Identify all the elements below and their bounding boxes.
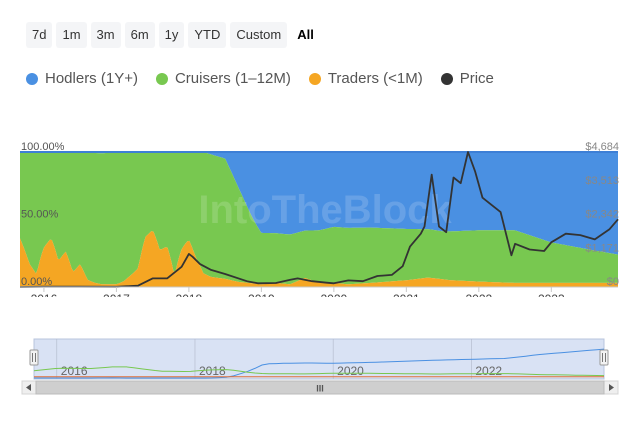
navigator-line-hodlers <box>34 348 605 379</box>
legend-label-hodlers: Hodlers (1Y+) <box>45 70 138 87</box>
navigator-left-handle[interactable] <box>29 349 39 366</box>
y-right-tick-label: $0 <box>607 276 619 288</box>
navigator-line-cruisers <box>33 366 605 377</box>
navigator-year-label: 2020 <box>337 364 364 378</box>
legend-dot-price <box>440 72 453 85</box>
area-hodlers <box>20 152 618 255</box>
navigator-right-handle-body <box>599 349 609 366</box>
y-right-tick-label: $3,513 <box>585 175 619 187</box>
y-left-tick-label: 50.00% <box>21 209 59 221</box>
y-right-tick-label: $1,171 <box>585 242 619 254</box>
x-tick-label: 2021 <box>393 292 420 297</box>
scroll-right-arrow-icon[interactable] <box>609 384 614 391</box>
main-chart: IntoTheBlock 100.00% 50.00% 0.00% $4,684 $3,5… <box>19 141 619 297</box>
x-tick-label: 2022 <box>465 292 492 297</box>
range-all-button[interactable]: All <box>297 27 314 42</box>
x-tick-label: 2016 <box>31 292 58 297</box>
range-navigator[interactable]: 2016 2018 2020 2022 III <box>0 335 640 397</box>
legend-item-cruisers[interactable]: Cruisers (1–12M) <box>155 70 291 87</box>
chart-legend: Hodlers (1Y+) Cruisers (1–12M) Traders (… <box>26 70 494 87</box>
area-traders <box>20 231 618 287</box>
x-tick-label: 2023 <box>538 292 565 297</box>
legend-dot-cruisers <box>155 72 168 85</box>
scrollbar-thumb[interactable] <box>35 380 605 395</box>
navigator-year-label: 2018 <box>199 364 226 378</box>
y-right-tick-label: $2,342 <box>585 209 619 221</box>
navigator-year-label: 2016 <box>61 364 88 378</box>
watermark-text: IntoTheBlock <box>198 188 452 232</box>
range-1y-button[interactable]: 1y <box>158 22 185 48</box>
scroll-left-arrow-icon[interactable] <box>26 384 31 391</box>
x-tick-label: 2018 <box>176 292 203 297</box>
y-left-tick-label: 100.00% <box>21 141 65 153</box>
area-cruisers <box>20 152 618 285</box>
legend-item-price[interactable]: Price <box>440 70 494 87</box>
legend-label-cruisers: Cruisers (1–12M) <box>174 70 291 87</box>
range-custom-button[interactable]: Custom <box>230 22 288 48</box>
range-7d-button[interactable]: 7d <box>26 22 53 48</box>
legend-dot-hodlers <box>26 72 38 85</box>
legend-label-price: Price <box>459 70 494 87</box>
x-tick-label: 2017 <box>103 292 130 297</box>
navigator-right-handle[interactable] <box>599 349 609 366</box>
range-6m-button[interactable]: 6m <box>124 22 155 48</box>
legend-item-hodlers[interactable]: Hodlers (1Y+) <box>26 70 138 87</box>
range-3m-button[interactable]: 3m <box>90 22 121 48</box>
x-tick-label: 2019 <box>248 292 275 297</box>
price-line <box>19 151 619 288</box>
scrollbar-grip-label: III <box>316 384 324 394</box>
range-ytd-button[interactable]: YTD <box>188 22 227 48</box>
navigator-left-handle-body <box>29 349 39 366</box>
legend-dot-traders <box>308 72 321 85</box>
time-range-selector: 7d 1m 3m 6m 1y YTD Custom All <box>26 22 320 48</box>
legend-label-traders: Traders (<1M) <box>327 70 423 87</box>
y-left-tick-label: 0.00% <box>21 276 52 288</box>
legend-item-traders[interactable]: Traders (<1M) <box>308 70 423 87</box>
x-tick-label: 2020 <box>321 292 348 297</box>
navigator-selected-range <box>33 338 605 380</box>
range-1m-button[interactable]: 1m <box>56 22 87 48</box>
navigator-year-label: 2022 <box>475 364 502 378</box>
y-right-tick-label: $4,684 <box>585 141 619 153</box>
